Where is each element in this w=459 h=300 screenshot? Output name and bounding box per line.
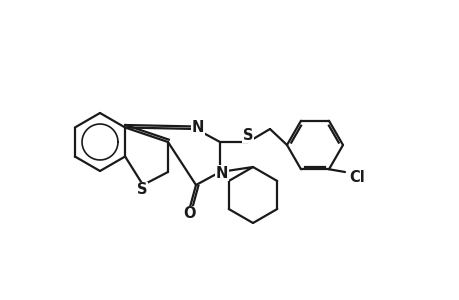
Text: O: O	[183, 206, 196, 221]
Text: Cl: Cl	[348, 169, 364, 184]
Text: S: S	[136, 182, 147, 197]
Text: S: S	[242, 128, 253, 142]
Text: N: N	[215, 166, 228, 181]
Text: N: N	[191, 121, 204, 136]
